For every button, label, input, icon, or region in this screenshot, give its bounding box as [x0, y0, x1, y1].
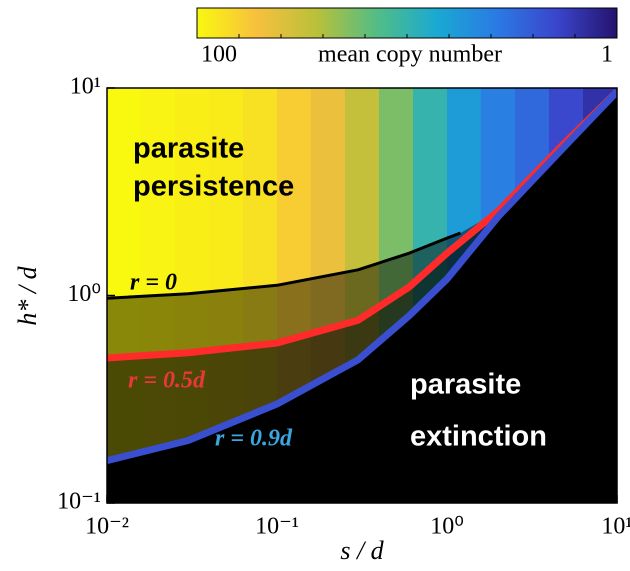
region-label: persistence — [133, 171, 294, 203]
x-tick-label: 10⁰ — [430, 514, 464, 540]
region-label: parasite — [133, 133, 244, 165]
colorbar-tick-label: 1 — [601, 42, 613, 68]
colorbar-label: mean copy number — [318, 42, 502, 68]
y-tick-label: 10¹ — [70, 74, 101, 100]
x-tick-label: 10⁻² — [85, 514, 129, 540]
boundary-curve — [107, 89, 617, 465]
boundary-curve — [107, 231, 461, 300]
shaded-region — [107, 91, 617, 503]
y-tick-label: 10⁰ — [67, 281, 101, 307]
region-label: parasite — [410, 369, 521, 401]
plot-area — [107, 88, 617, 503]
curve-label: r = 0.9d — [215, 426, 293, 452]
colorbar — [196, 7, 618, 39]
y-tick-label: 10⁻¹ — [57, 489, 101, 515]
x-tick-label: 10⁻¹ — [255, 514, 299, 540]
x-axis-label: s / d — [340, 536, 384, 565]
curve-label: r = 0 — [130, 270, 177, 296]
x-tick-label: 10¹ — [601, 514, 630, 540]
region-label: extinction — [410, 421, 547, 453]
curve-label: r = 0.5d — [128, 368, 206, 394]
y-axis-label: h* / d — [13, 265, 42, 325]
colorbar-tick-label: 100 — [201, 42, 237, 68]
